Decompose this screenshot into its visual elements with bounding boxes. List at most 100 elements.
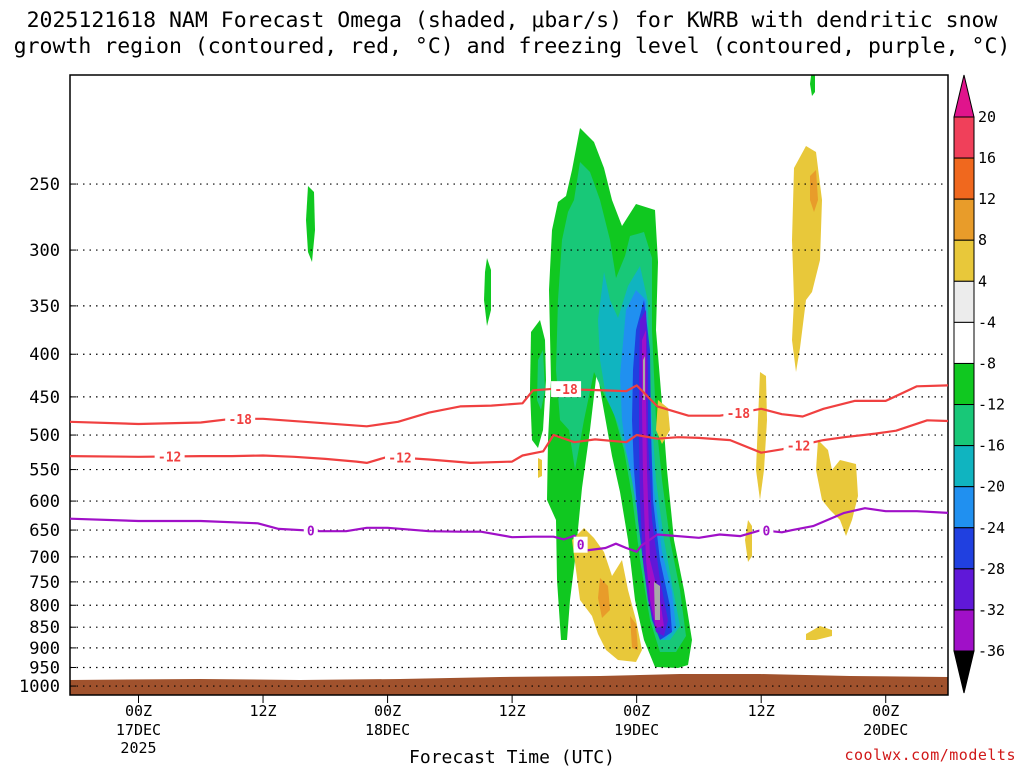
colorbar-segment bbox=[953, 445, 975, 488]
y-tick-label: 450 bbox=[29, 388, 60, 408]
y-tick-label: 550 bbox=[29, 461, 60, 481]
contour-label-bg bbox=[154, 448, 185, 465]
x-tick-label: 12Z bbox=[748, 702, 775, 720]
contour-label-bg bbox=[573, 536, 588, 553]
colorbar-segment bbox=[953, 116, 975, 159]
y-tick-label: 650 bbox=[29, 521, 60, 541]
omega-shade-plus8 bbox=[810, 170, 818, 212]
y-tick-label: 950 bbox=[29, 658, 60, 678]
colorbar-label: 20 bbox=[978, 108, 996, 126]
y-tick-label: 800 bbox=[29, 596, 60, 616]
contour-label-bg bbox=[303, 522, 318, 539]
temperature-contours: -18 -18 -18 -12 -12 -12 0 0 0 bbox=[70, 381, 948, 554]
contour-label-bg bbox=[225, 410, 256, 427]
colorbar-label: -36 bbox=[978, 642, 1005, 660]
y-axis: 2503003504004505005506006507007508008509… bbox=[19, 175, 76, 697]
colorbar-label: -8 bbox=[978, 354, 996, 372]
colorbar-label: -24 bbox=[978, 519, 1005, 537]
colorbar-label: 4 bbox=[978, 272, 987, 290]
contour-label-bg bbox=[759, 522, 774, 539]
colorbar-label: -28 bbox=[978, 560, 1005, 578]
x-tick-label: 00Z bbox=[872, 702, 899, 720]
colorbar-label: -20 bbox=[978, 478, 1005, 496]
y-tick-label: 300 bbox=[29, 241, 60, 261]
colorbar-segment bbox=[953, 280, 975, 323]
terrain-fill bbox=[70, 674, 948, 695]
omega-shade-minus32 bbox=[643, 356, 660, 620]
chart-title-line1: 2025121618 NAM Forecast Omega (shaded, μ… bbox=[26, 8, 998, 33]
y-tick-label: 1000 bbox=[19, 677, 60, 697]
y-tick-label: 600 bbox=[29, 492, 60, 512]
y-tick-label: 900 bbox=[29, 639, 60, 659]
contour-label: 0 bbox=[577, 539, 585, 554]
contour-line bbox=[70, 507, 948, 553]
omega-shade-cell bbox=[559, 568, 564, 616]
colorbar-label: -16 bbox=[978, 437, 1005, 455]
contour-line bbox=[70, 384, 948, 428]
y-tick-label: 400 bbox=[29, 345, 60, 365]
x-axis-title: Forecast Time (UTC) bbox=[409, 747, 615, 768]
colorbar: 20 16 12 8 4 -4 -8 -12 -16 -20 -24 -28 -32 -36 bbox=[953, 74, 1005, 694]
colorbar-bottom-arrow bbox=[953, 650, 975, 694]
colorbar-segment bbox=[953, 157, 975, 200]
y-tick-label: 700 bbox=[29, 548, 60, 568]
y-tick-label: 850 bbox=[29, 618, 60, 638]
x-tick-date: 17DEC bbox=[116, 721, 161, 739]
colorbar-label: 8 bbox=[978, 231, 987, 249]
x-tick-label: 00Z bbox=[374, 702, 401, 720]
colorbar-segment bbox=[953, 198, 975, 241]
colorbar-segment bbox=[953, 321, 975, 364]
x-tick-year: 2025 bbox=[120, 739, 156, 757]
omega-shade-plus4 bbox=[806, 626, 832, 640]
colorbar-segment bbox=[953, 239, 975, 282]
x-tick-label: 00Z bbox=[623, 702, 650, 720]
colorbar-segment bbox=[953, 404, 975, 447]
omega-shade-plus4 bbox=[538, 458, 542, 478]
colorbar-segment bbox=[953, 568, 975, 611]
colorbar-segment bbox=[953, 486, 975, 529]
contour-label: -12 bbox=[787, 440, 810, 455]
x-tick-label: 12Z bbox=[499, 702, 526, 720]
x-tick-date: 20DEC bbox=[863, 721, 908, 739]
omega-shade-plus4 bbox=[792, 146, 822, 372]
colorbar-segment bbox=[953, 527, 975, 570]
plot-frame bbox=[69, 74, 949, 696]
contour-label: -18 bbox=[727, 407, 751, 422]
contour-label: 0 bbox=[307, 525, 315, 540]
colorbar-label: 16 bbox=[978, 149, 996, 167]
omega-shade-plus8 bbox=[598, 578, 610, 618]
colorbar-segment bbox=[953, 609, 975, 652]
x-tick-date: 18DEC bbox=[365, 721, 410, 739]
colorbar-label: -12 bbox=[978, 396, 1005, 414]
colorbar-segment bbox=[953, 362, 975, 406]
contour-label-bg bbox=[551, 381, 582, 398]
omega-shade-cell bbox=[484, 258, 491, 326]
contour-label: -18 bbox=[554, 383, 578, 398]
omega-shading-layer bbox=[70, 75, 948, 695]
colorbar-top-arrow bbox=[953, 74, 975, 118]
y-tick-label: 250 bbox=[29, 175, 60, 195]
omega-shade-plus4 bbox=[745, 520, 752, 562]
omega-shade-plus4 bbox=[656, 400, 670, 444]
omega-shade-cell bbox=[306, 186, 315, 262]
omega-shade-cell bbox=[537, 350, 545, 410]
omega-shade-cell bbox=[810, 75, 815, 96]
watermark: coolwx.com/modelts bbox=[844, 746, 1016, 764]
chart-title-line2: growth region (contoured, red, °C) and f… bbox=[13, 34, 1011, 59]
omega-shade-minus28 bbox=[642, 330, 664, 628]
y-tick-label: 500 bbox=[29, 426, 60, 446]
contour-label-bg bbox=[723, 404, 754, 421]
colorbar-label: -4 bbox=[978, 313, 996, 331]
y-tick-label: 750 bbox=[29, 573, 60, 593]
omega-shade-plus4 bbox=[756, 372, 767, 500]
contour-label-bg bbox=[385, 449, 416, 466]
colorbar-label: -32 bbox=[978, 601, 1005, 619]
contour-label-bg bbox=[783, 437, 814, 454]
contour-label: 0 bbox=[762, 525, 770, 540]
y-tick-label: 350 bbox=[29, 297, 60, 317]
x-tick-date: 19DEC bbox=[614, 721, 659, 739]
contour-line bbox=[70, 419, 948, 464]
contour-label: -12 bbox=[158, 450, 181, 465]
